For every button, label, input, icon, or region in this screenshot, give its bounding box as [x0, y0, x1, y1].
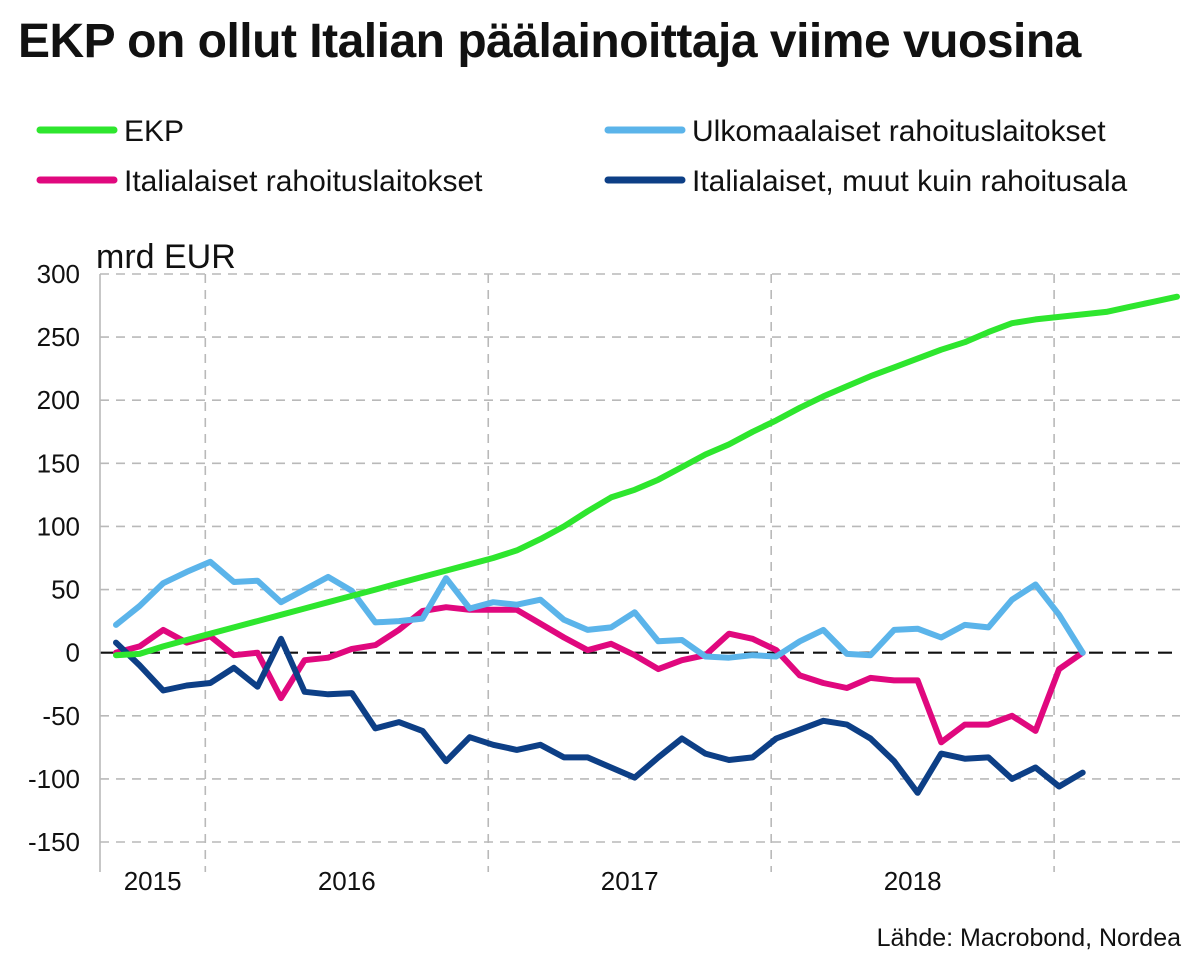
legend-label: Italialaiset rahoituslaitokset — [124, 165, 483, 198]
series-lines — [113, 293, 1180, 796]
x-axis: 2015 2016 2017 2018 — [124, 866, 942, 896]
grid — [100, 273, 1180, 872]
y-axis: 300 250 200 150 100 50 0 -50 -100 -150 — [28, 259, 101, 872]
legend: EKP Ulkomaalaiset rahoituslaitokset Italia… — [36, 115, 1128, 198]
y-tick-label: 150 — [37, 448, 80, 478]
x-tick-label: 2015 — [124, 866, 182, 896]
x-tick-label: 2016 — [318, 866, 376, 896]
y-tick-label: 0 — [66, 638, 80, 668]
y-tick-label: -150 — [28, 827, 80, 857]
series-line-3 — [113, 604, 1086, 746]
series-line-2 — [113, 558, 1086, 661]
y-tick-label: 100 — [37, 511, 80, 541]
chart-title: EKP on ollut Italian päälainoittaja viim… — [18, 15, 1081, 68]
y-tick-label: 50 — [51, 575, 80, 605]
y-tick-label: -100 — [28, 764, 80, 794]
y-tick-label: 250 — [37, 322, 80, 352]
series-line-4 — [113, 635, 1086, 796]
y-tick-label: 300 — [37, 259, 80, 289]
legend-label: EKP — [124, 115, 184, 148]
series-line-1 — [113, 293, 1180, 659]
y-tick-label: -50 — [42, 701, 80, 731]
legend-label: Italialaiset, muut kuin rahoitusala — [692, 165, 1128, 198]
y-axis-unit-label: mrd EUR — [96, 238, 236, 276]
source-note: Lähde: Macrobond, Nordea — [876, 924, 1181, 952]
x-tick-label: 2017 — [601, 866, 659, 896]
x-tick-label: 2018 — [884, 866, 942, 896]
y-tick-label: 200 — [37, 385, 80, 415]
legend-label: Ulkomaalaiset rahoituslaitokset — [692, 115, 1106, 148]
